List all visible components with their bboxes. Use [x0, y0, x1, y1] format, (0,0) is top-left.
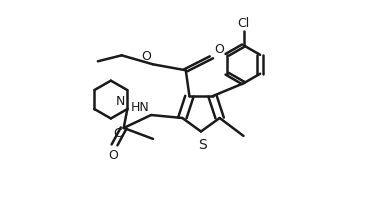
Text: O: O — [141, 50, 151, 63]
Text: S: S — [199, 138, 207, 153]
Text: Cl: Cl — [238, 17, 250, 31]
Text: O: O — [108, 149, 118, 162]
Text: HN: HN — [131, 101, 149, 114]
Text: O: O — [214, 43, 224, 56]
Text: N: N — [116, 95, 125, 108]
Text: C: C — [113, 127, 122, 140]
